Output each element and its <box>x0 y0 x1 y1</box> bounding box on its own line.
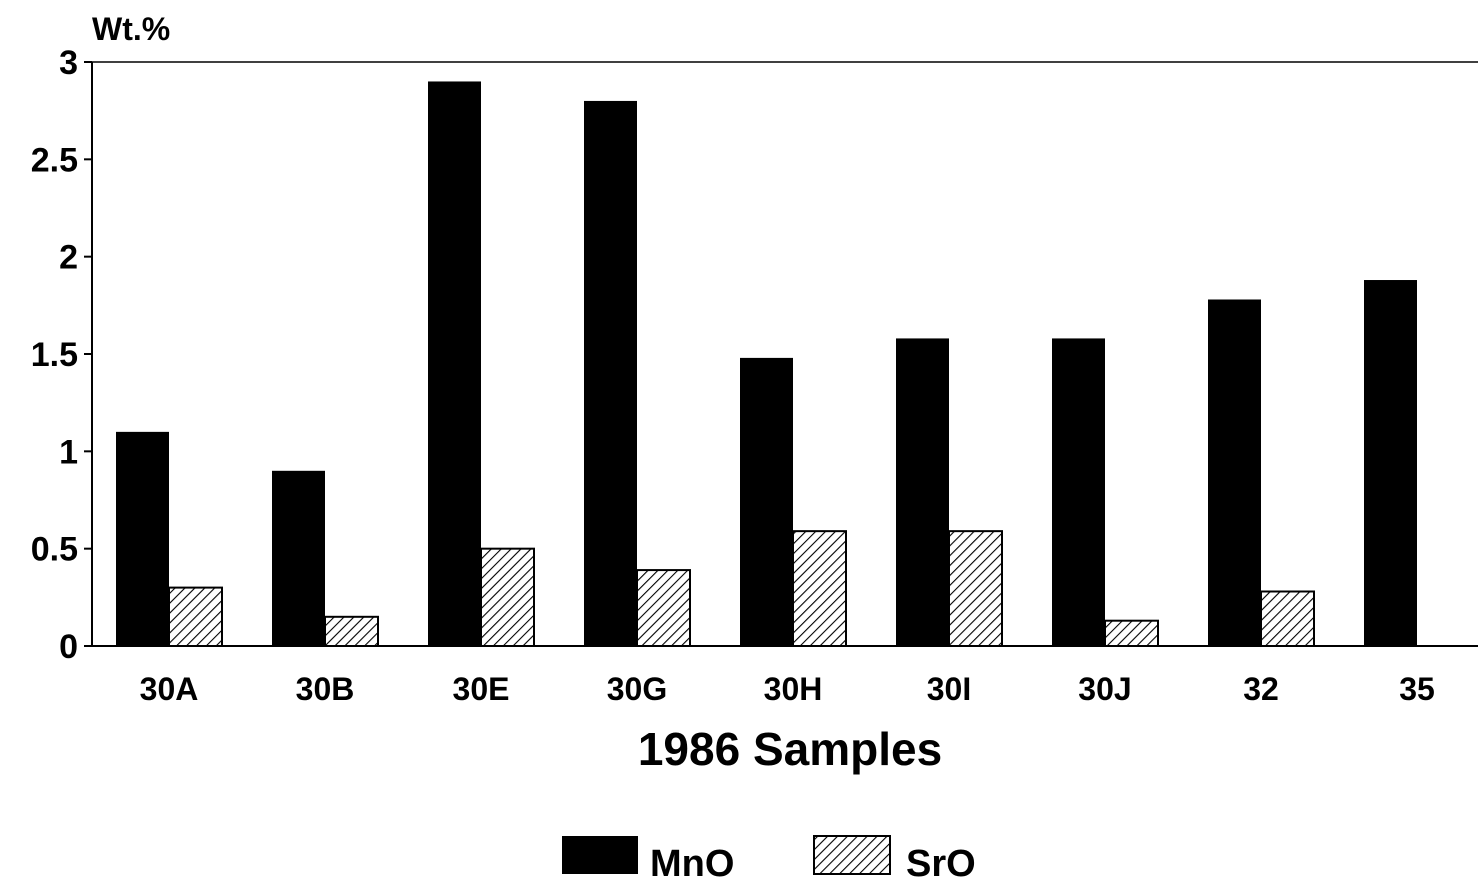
bar-sro-30i <box>948 530 1003 647</box>
y-tick-label: 0 <box>59 628 78 666</box>
bar-sro-30a <box>168 586 223 647</box>
x-tick-label: 30I <box>927 671 971 707</box>
bar-mno-30b <box>272 470 325 646</box>
bar-mno-30i <box>896 338 949 646</box>
bar-sro-30e <box>480 547 535 648</box>
x-tick-label: 30A <box>140 671 199 707</box>
bar-mno-32 <box>1208 299 1261 646</box>
x-tick-label: 32 <box>1243 671 1279 707</box>
legend-swatch-mno <box>562 836 638 874</box>
bar-sro-30g <box>636 569 691 648</box>
bar-sro-30h <box>792 530 847 647</box>
y-tick-label: 1 <box>59 433 78 471</box>
x-tick-label: 30B <box>296 671 355 707</box>
x-tick-label: 30G <box>607 671 667 707</box>
legend: MnO SrO <box>562 835 976 882</box>
y-tick-label: 0.5 <box>31 531 78 569</box>
bar-mno-30h <box>740 357 793 646</box>
y-tick-label: 1.5 <box>31 336 78 374</box>
bar-sro-30b <box>324 615 379 647</box>
y-axis-title: Wt.% <box>92 11 170 47</box>
bar-mno-30j <box>1052 338 1105 646</box>
x-tick-label: 35 <box>1399 671 1435 707</box>
bar-mno-30a <box>116 431 169 646</box>
y-tick-label: 3 <box>59 44 78 82</box>
x-axis-labels: 30A 30B 30E 30G 30H 30I 30J 32 35 <box>140 671 1435 707</box>
bar-mno-35 <box>1364 280 1417 646</box>
x-tick-label: 30E <box>453 671 510 707</box>
x-tick-label: 30H <box>764 671 823 707</box>
x-tick-label: 30J <box>1078 671 1131 707</box>
bar-sro-30j <box>1104 619 1159 648</box>
legend-label-mno: MnO <box>650 843 734 882</box>
legend-label-sro: SrO <box>906 843 976 882</box>
bar-mno-30g <box>584 100 637 646</box>
bars-group <box>116 81 1417 648</box>
y-tick-label: 2.5 <box>31 141 78 179</box>
x-axis-title: 1986 Samples <box>638 723 942 775</box>
bar-mno-30e <box>428 81 481 646</box>
y-axis: 0 0.5 1 1.5 2 2.5 3 <box>31 44 92 666</box>
y-tick-label: 2 <box>59 239 78 277</box>
bar-sro-32 <box>1260 590 1315 648</box>
legend-swatch-sro <box>813 835 891 875</box>
